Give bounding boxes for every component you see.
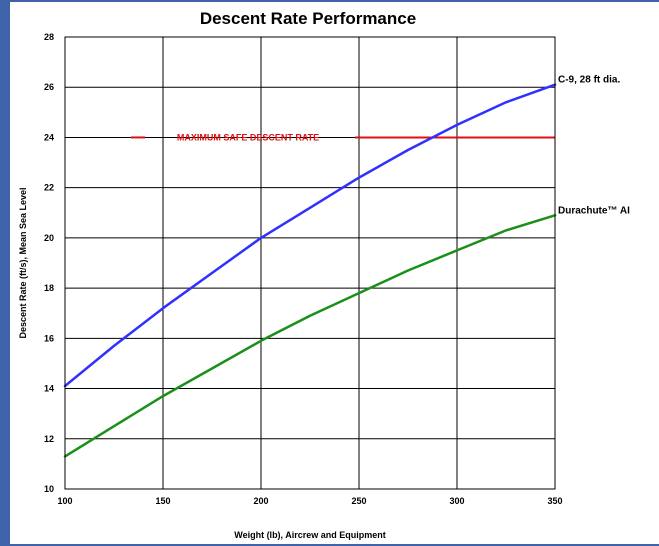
x-tick-label: 200 (253, 496, 268, 506)
y-tick-label: 14 (44, 384, 54, 394)
y-tick-label: 28 (44, 32, 54, 42)
chart-title: Descent Rate Performance (200, 9, 416, 28)
y-tick-label: 16 (44, 333, 54, 343)
series-labels: C-9, 28 ft dia. Durachute™ AI (558, 75, 630, 217)
x-axis-label: Weight (lb), Aircrew and Equipment (234, 530, 386, 540)
y-tick-labels: 10 12 14 16 18 20 22 24 26 28 (44, 32, 54, 494)
series-label-2: Durachute™ AI (558, 205, 630, 216)
reference-line-label: MAXIMUM SAFE DESCENT RATE (177, 132, 319, 142)
x-tick-label: 100 (57, 496, 72, 506)
series-label-1: C-9, 28 ft dia. (558, 75, 620, 86)
x-tick-label: 350 (547, 496, 562, 506)
y-tick-label: 20 (44, 233, 54, 243)
plot-border (64, 36, 556, 490)
y-axis-label: Descent Rate (ft/s), Mean Sea Level (18, 187, 28, 338)
grid (64, 36, 556, 490)
y-tick-label: 26 (44, 82, 54, 92)
y-tick-label: 12 (44, 434, 54, 444)
x-tick-labels: 100 150 200 250 300 350 (57, 496, 562, 506)
x-tick-label: 150 (155, 496, 170, 506)
y-tick-label: 10 (44, 484, 54, 494)
series-line-2 (63, 214, 557, 458)
x-tick-label: 250 (351, 496, 366, 506)
y-tick-label: 22 (44, 183, 54, 193)
x-tick-label: 300 (449, 496, 464, 506)
series-line-1 (63, 83, 557, 388)
reference-line-group: MAXIMUM SAFE DESCENT RATE (131, 132, 555, 142)
y-tick-label: 18 (44, 283, 54, 293)
series-group (63, 83, 557, 458)
y-tick-label: 24 (44, 132, 54, 142)
